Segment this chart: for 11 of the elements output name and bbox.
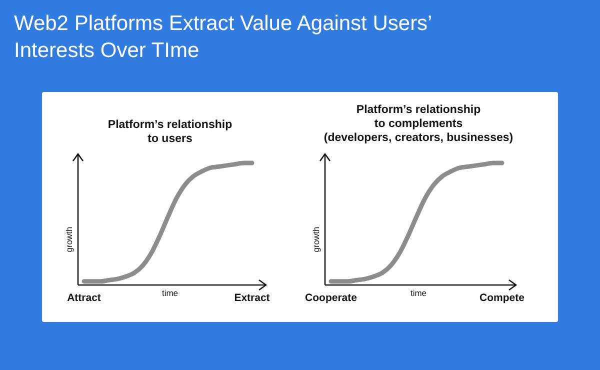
x-tick-label: Attract <box>67 292 102 304</box>
y-axis-title: growth <box>64 226 74 252</box>
y-axis-title: growth <box>311 226 321 252</box>
x-tick-label: Compete <box>480 292 525 304</box>
x-tick-label: Extract <box>234 292 270 304</box>
chart-title: Platform’s relationship to users <box>108 119 232 145</box>
x-axis-title: time <box>410 288 427 298</box>
chart-title: Platform’s relationship to complements (developers, creators, businesses) <box>324 104 514 144</box>
x-axis-title: time <box>162 288 178 298</box>
x-tick-label: Cooperate <box>305 292 358 304</box>
text: Web2 Platforms Extract Value Against Users’ Interests Over TIme <box>14 12 432 62</box>
